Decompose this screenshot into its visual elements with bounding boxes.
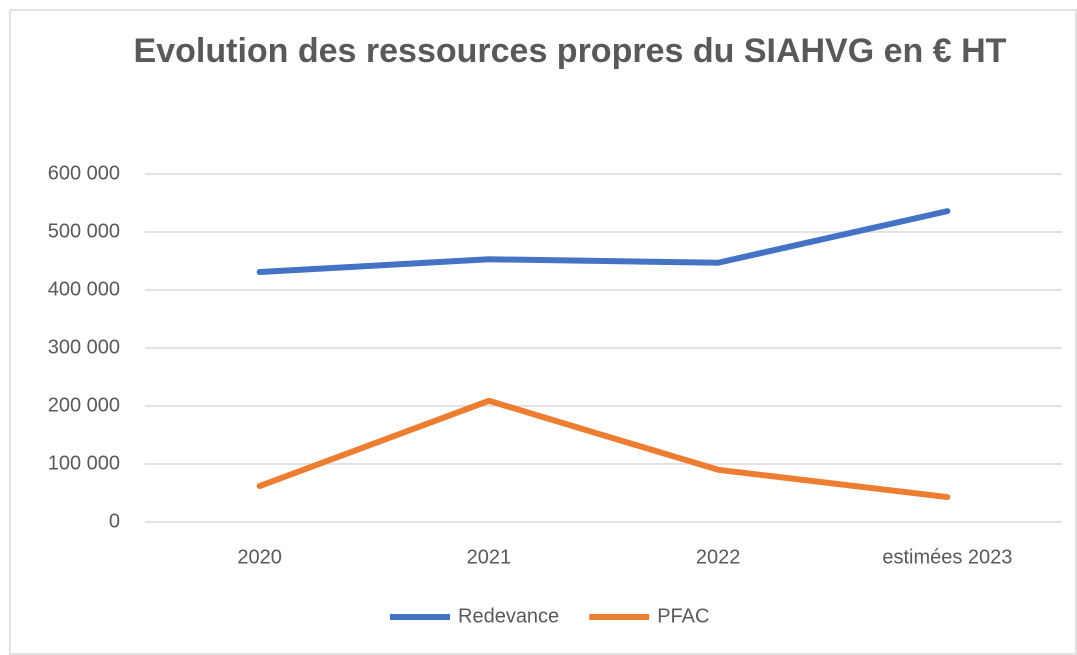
chart-title: Evolution des ressources propres du SIAH…: [133, 32, 1007, 70]
legend-label: PFAC: [657, 605, 709, 627]
x-tick-label: 2022: [696, 546, 741, 568]
y-tick-label: 0: [109, 510, 120, 532]
y-tick-label: 300 000: [48, 336, 120, 358]
series-line: [256, 397, 951, 501]
y-tick-label: 200 000: [48, 394, 120, 416]
x-tick-label: 2021: [467, 546, 512, 568]
series-line: [256, 208, 951, 276]
chart-border: [9, 9, 1077, 655]
y-tick-label: 500 000: [48, 220, 120, 242]
y-tick-label: 400 000: [48, 278, 120, 300]
y-tick-label: 100 000: [48, 452, 120, 474]
legend-label: Redevance: [458, 605, 559, 627]
x-tick-label: estimées 2023: [882, 546, 1012, 568]
x-tick-label: 2020: [237, 546, 282, 568]
y-tick-label: 600 000: [48, 162, 120, 184]
